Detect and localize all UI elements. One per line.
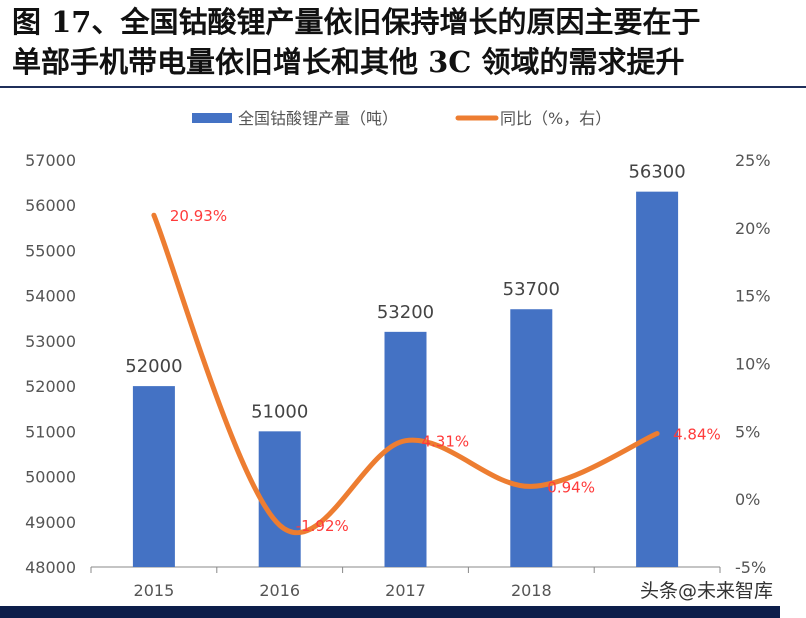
bar-data-label: 53700 xyxy=(503,279,560,300)
y-left-tick-label: 53000 xyxy=(25,332,76,351)
x-tick-label: 2017 xyxy=(385,581,426,600)
legend-label-bar: 全国钴酸锂产量（吨） xyxy=(238,109,398,128)
legend-label-line: 同比（%，右） xyxy=(500,109,611,128)
watermark: 头条@未来智库 xyxy=(640,580,774,602)
x-tick-label: 2018 xyxy=(511,581,552,600)
title-rule xyxy=(0,86,806,88)
bar-data-label: 56300 xyxy=(628,162,685,183)
y-right-tick-label: 20% xyxy=(735,219,771,238)
figure-title: 图 17、全国钴酸锂产量依旧保持增长的原因主要在于 单部手机带电量依旧增长和其他… xyxy=(12,5,701,79)
footer-bar xyxy=(0,606,780,618)
y-left-tick-label: 57000 xyxy=(25,151,76,170)
line-data-label: -1.92% xyxy=(296,517,349,535)
y-right-tick-label: -5% xyxy=(735,558,766,577)
line-data-label: 0.94% xyxy=(547,478,595,496)
y-left-tick-label: 48000 xyxy=(25,558,76,577)
bar-data-label: 52000 xyxy=(125,356,182,377)
bar xyxy=(636,191,679,567)
y-left-tick-label: 50000 xyxy=(25,468,76,487)
y-left-tick-label: 56000 xyxy=(25,196,76,215)
y-right-tick-label: 25% xyxy=(735,151,771,170)
y-left-tick-label: 54000 xyxy=(25,287,76,306)
y-left-tick-label: 55000 xyxy=(25,241,76,260)
legend-swatch-bar xyxy=(192,113,232,123)
line-data-label: 4.31% xyxy=(422,433,470,451)
y-right-tick-label: 10% xyxy=(735,355,771,374)
bar xyxy=(258,431,301,567)
y-right-tick-label: 5% xyxy=(735,422,760,441)
bar xyxy=(132,386,175,567)
x-tick-label: 2015 xyxy=(134,581,175,600)
bar xyxy=(510,309,553,567)
y-left-tick-label: 49000 xyxy=(25,513,76,532)
bar-data-label: 53200 xyxy=(377,302,434,323)
x-tick-label: 2016 xyxy=(259,581,300,600)
y-left-tick-label: 52000 xyxy=(25,377,76,396)
y-left-tick-label: 51000 xyxy=(25,422,76,441)
bar-data-label: 51000 xyxy=(251,401,308,422)
line-series xyxy=(151,212,660,536)
line-data-label: 4.84% xyxy=(673,426,721,444)
y-right-tick-label: 0% xyxy=(735,490,760,509)
y-right-tick-label: 15% xyxy=(735,287,771,306)
line-data-label: 20.93% xyxy=(170,207,227,225)
